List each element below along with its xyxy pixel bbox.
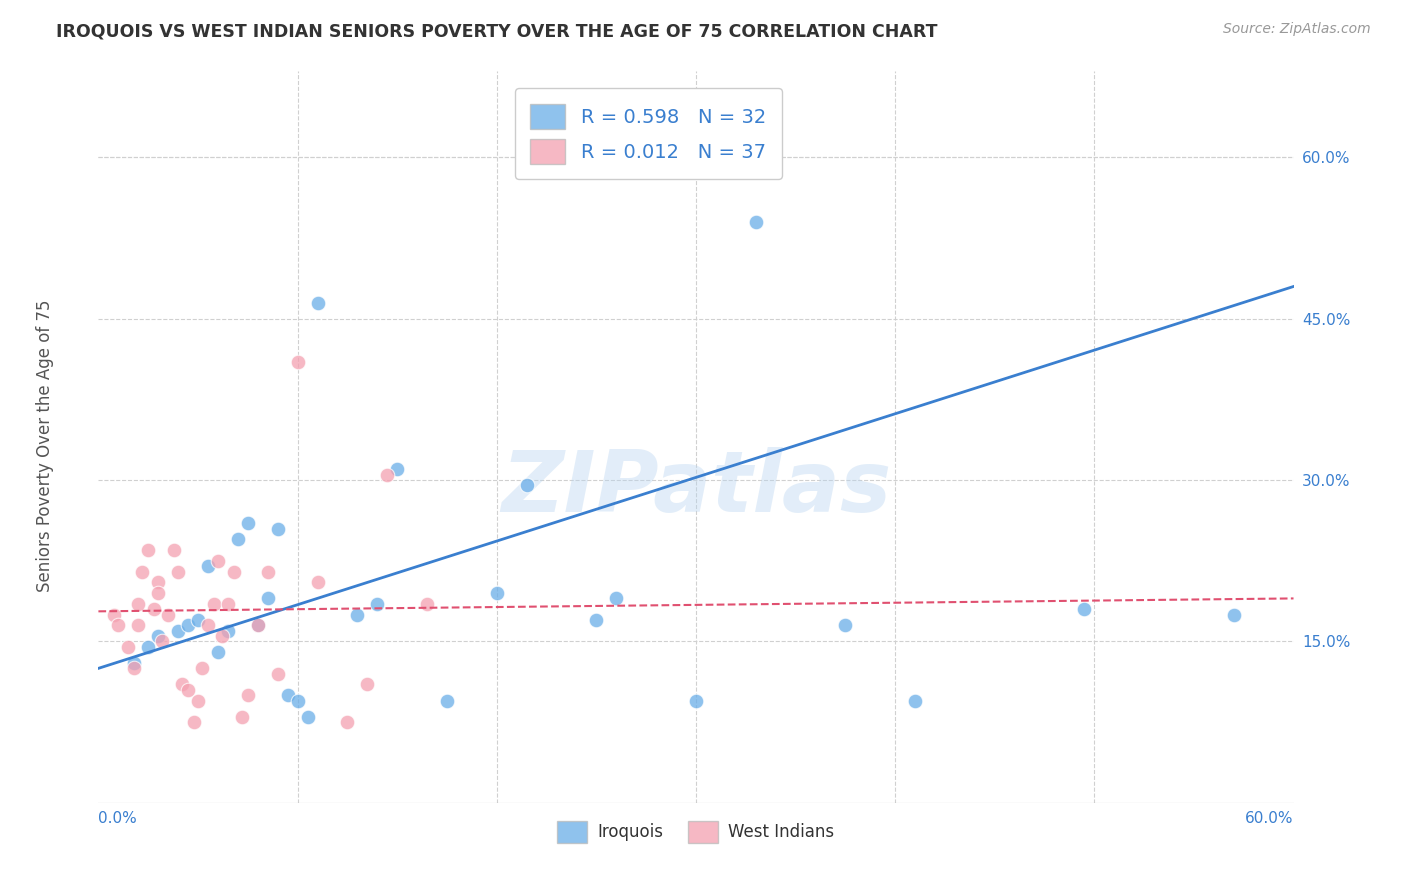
Point	[346, 607, 368, 622]
Point	[124, 661, 146, 675]
Point	[148, 575, 170, 590]
Point	[202, 597, 225, 611]
Point	[267, 666, 290, 681]
Point	[416, 597, 439, 611]
Point	[287, 355, 309, 369]
Point	[1073, 602, 1095, 616]
Point	[127, 618, 149, 632]
Point	[187, 693, 209, 707]
Text: Source: ZipAtlas.com: Source: ZipAtlas.com	[1223, 22, 1371, 37]
Point	[117, 640, 139, 654]
Point	[124, 656, 146, 670]
Point	[246, 618, 269, 632]
Point	[211, 629, 233, 643]
Point	[485, 586, 508, 600]
Point	[217, 597, 239, 611]
Point	[167, 624, 190, 638]
Point	[297, 710, 319, 724]
Text: Seniors Poverty Over the Age of 75: Seniors Poverty Over the Age of 75	[37, 300, 53, 592]
Point	[150, 634, 173, 648]
Point	[177, 618, 200, 632]
Point	[385, 462, 409, 476]
Point	[157, 607, 180, 622]
Point	[685, 693, 707, 707]
Point	[197, 559, 219, 574]
Point	[307, 575, 329, 590]
Point	[516, 478, 538, 492]
Point	[277, 688, 299, 702]
Point	[172, 677, 194, 691]
Point	[222, 565, 245, 579]
Point	[148, 586, 170, 600]
Point	[236, 516, 259, 530]
Point	[177, 682, 200, 697]
Point	[217, 624, 239, 638]
Point	[231, 710, 253, 724]
Point	[336, 715, 359, 730]
Point	[267, 521, 290, 535]
Point	[745, 215, 768, 229]
Point	[287, 693, 309, 707]
Point	[183, 715, 205, 730]
Point	[605, 591, 627, 606]
Point	[207, 645, 229, 659]
Point	[107, 618, 129, 632]
Point	[191, 661, 214, 675]
Point	[256, 591, 278, 606]
Point	[236, 688, 259, 702]
Point	[148, 629, 170, 643]
Point	[197, 618, 219, 632]
Point	[131, 565, 153, 579]
Text: IROQUOIS VS WEST INDIAN SENIORS POVERTY OVER THE AGE OF 75 CORRELATION CHART: IROQUOIS VS WEST INDIAN SENIORS POVERTY …	[56, 22, 938, 40]
Point	[904, 693, 927, 707]
Legend: Iroquois, West Indians: Iroquois, West Indians	[551, 814, 841, 849]
Point	[127, 597, 149, 611]
Point	[207, 554, 229, 568]
Point	[366, 597, 388, 611]
Point	[187, 613, 209, 627]
Point	[307, 295, 329, 310]
Point	[834, 618, 856, 632]
Text: ZIPatlas: ZIPatlas	[501, 447, 891, 530]
Point	[1223, 607, 1246, 622]
Point	[436, 693, 458, 707]
Point	[585, 613, 607, 627]
Point	[226, 533, 249, 547]
Point	[103, 607, 125, 622]
Point	[246, 618, 269, 632]
Point	[256, 565, 278, 579]
Point	[136, 640, 159, 654]
Point	[167, 565, 190, 579]
Point	[163, 543, 186, 558]
Point	[356, 677, 378, 691]
Point	[136, 543, 159, 558]
Point	[143, 602, 166, 616]
Point	[375, 467, 398, 482]
